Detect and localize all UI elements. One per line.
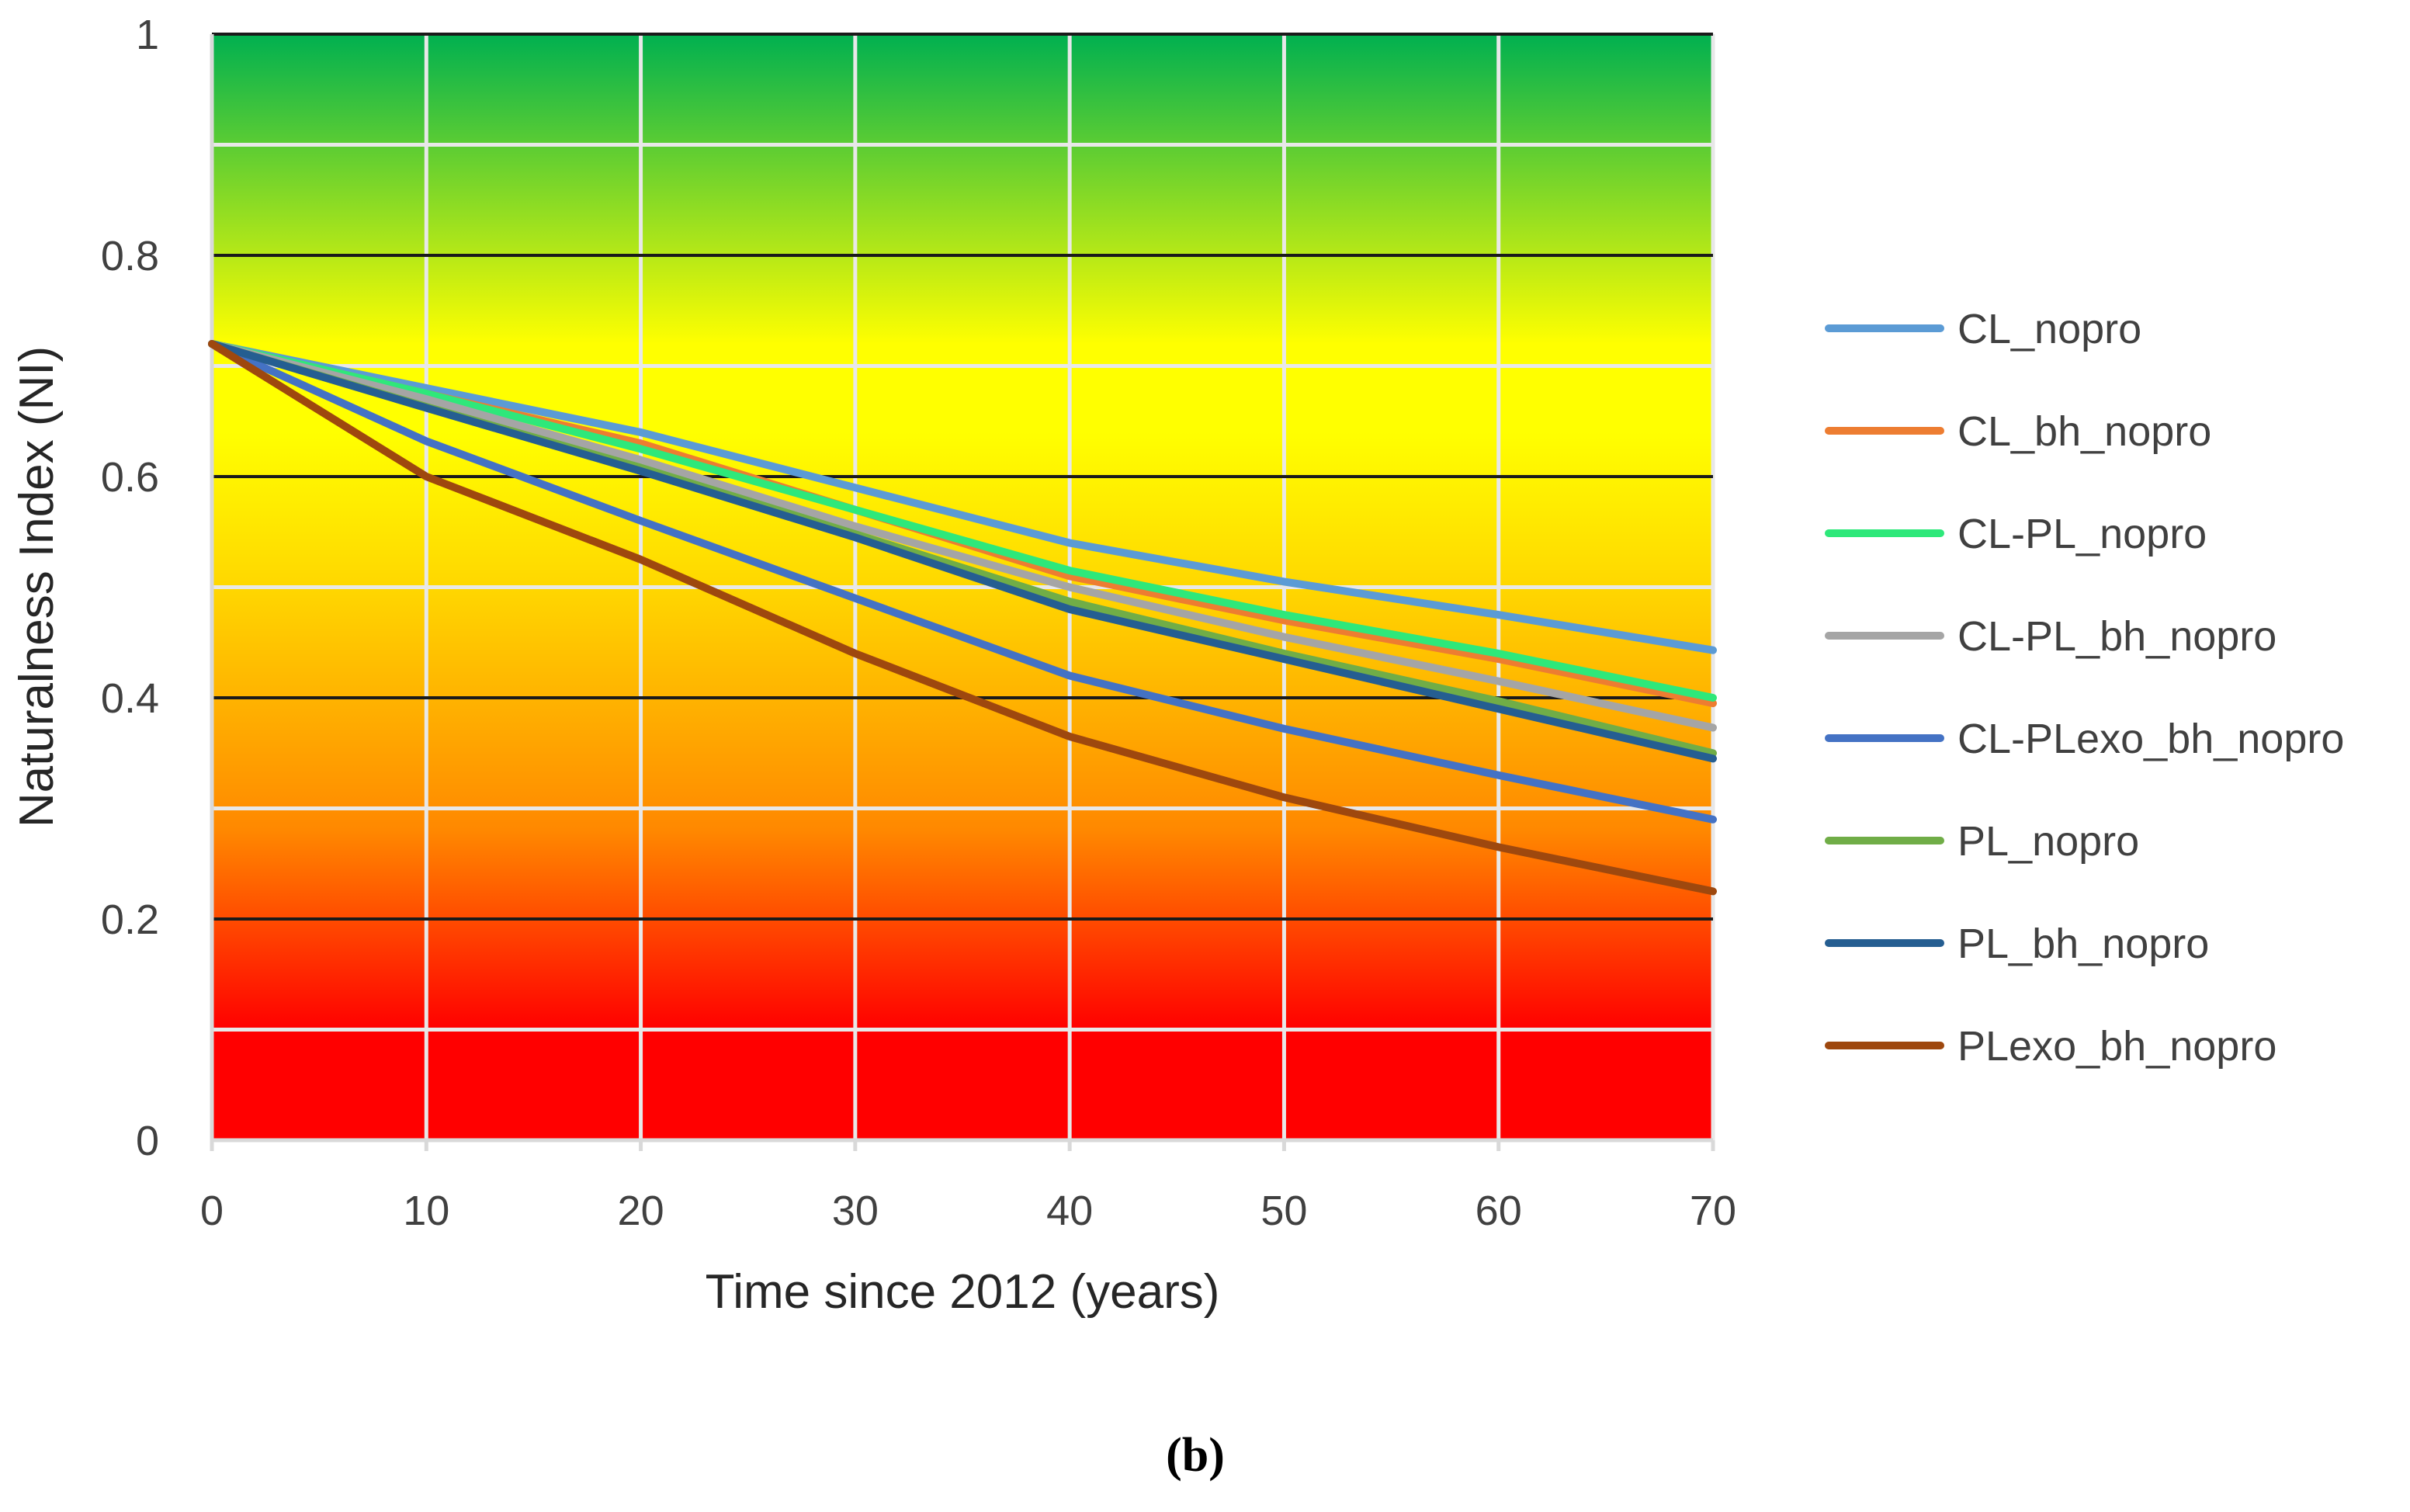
- x-axis-title: Time since 2012 (years): [706, 1265, 1220, 1319]
- series-line-cl-pl-nopro: [208, 340, 1717, 702]
- x-tick-label: 70: [1690, 1188, 1736, 1234]
- legend-label: PLexo_bh_nopro: [1957, 1023, 2276, 1070]
- x-tick-label: 60: [1475, 1188, 1522, 1234]
- legend-label: CL-PL_nopro: [1957, 511, 2207, 557]
- legend-label: CL-PL_bh_nopro: [1957, 613, 2276, 660]
- legend-label: PL_bh_nopro: [1957, 921, 2209, 967]
- y-tick-label: 0: [136, 1118, 159, 1164]
- legend: CL_nopro CL_bh_nopro CL-PL_nopro CL-PL_bh_n…: [1825, 306, 2344, 1070]
- y-tick-label: 1: [136, 12, 159, 58]
- x-tick-label: 0: [200, 1188, 224, 1234]
- series-line-plexo-bh-nopro: [208, 340, 1717, 896]
- series-line-cl-nopro: [208, 340, 1717, 654]
- series-lines: [208, 340, 1717, 896]
- series-line-pl-bh-nopro: [208, 340, 1717, 763]
- y-tick-labels: 0 0.2 0.4 0.6 0.8 1: [101, 12, 159, 1164]
- gridlines: [210, 33, 1715, 1151]
- y-tick-label: 0.4: [101, 675, 159, 722]
- x-tick-label: 30: [832, 1188, 879, 1234]
- series-line-cl-plexo-bh-nopro: [208, 340, 1717, 824]
- x-tick-label: 40: [1046, 1188, 1093, 1234]
- x-tick-label: 20: [618, 1188, 664, 1234]
- y-tick-label: 0.6: [101, 454, 159, 501]
- y-tick-label: 0.2: [101, 896, 159, 943]
- x-tick-label: 50: [1260, 1188, 1307, 1234]
- y-axis-title: Naturalness Index (NI): [10, 346, 64, 827]
- legend-label: CL_nopro: [1957, 306, 2141, 352]
- panel-label: (b): [1166, 1429, 1225, 1482]
- x-tick-labels: 0 10 20 30 40 50 60 70: [200, 1188, 1736, 1234]
- legend-label: CL_bh_nopro: [1957, 408, 2211, 455]
- x-tick-label: 10: [403, 1188, 449, 1234]
- y-tick-label: 0.8: [101, 233, 159, 279]
- legend-label: CL-PLexo_bh_nopro: [1957, 716, 2344, 762]
- series-line-cl-pl-bh-nopro: [208, 340, 1717, 732]
- legend-label: PL_nopro: [1957, 818, 2139, 865]
